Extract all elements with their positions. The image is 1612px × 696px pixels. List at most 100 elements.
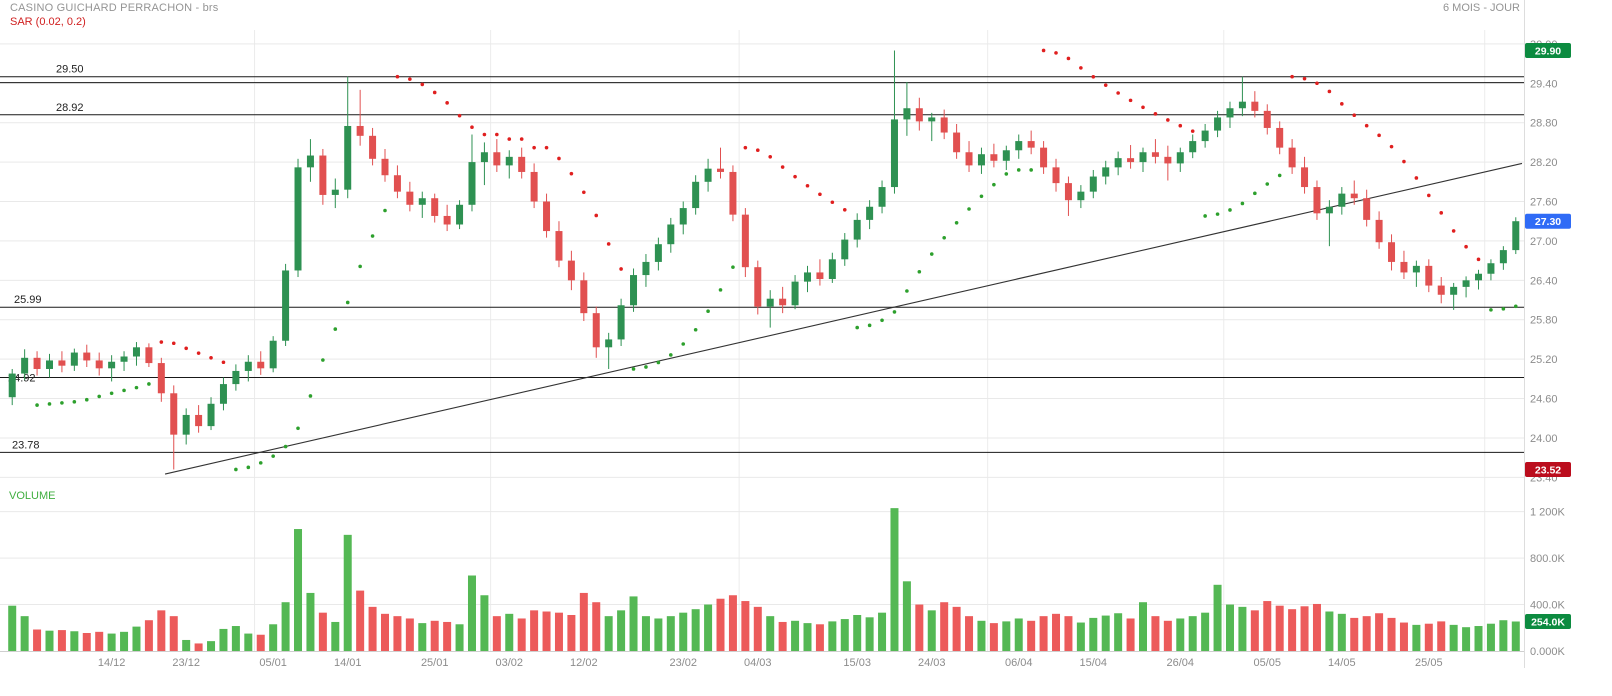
candle [555,221,563,268]
volume-bar [989,623,998,651]
svg-text:27.60: 27.60 [1530,197,1558,209]
volume-bar [45,630,54,651]
svg-text:800.0K: 800.0K [1530,553,1566,565]
volume-bars [8,508,1520,651]
candle [1263,104,1271,135]
volume-bar [1486,623,1495,651]
volume-bar [629,596,638,651]
candle [244,355,252,382]
candle [878,180,886,214]
candle [1301,156,1309,194]
candle [480,142,488,186]
period-high-badge: 29.90 [1525,42,1571,58]
volume-bar [492,616,501,651]
candle [1015,134,1023,159]
volume-bar [1424,623,1433,651]
candle [766,290,774,328]
candle [331,178,339,209]
svg-text:14/01: 14/01 [334,657,362,669]
volume-bar [641,616,650,651]
candle [803,265,811,293]
volume-label: VOLUME [9,490,56,502]
candle [219,377,227,411]
volume-bar [1337,613,1346,651]
volume-bar [1101,615,1110,651]
svg-text:25.20: 25.20 [1530,354,1558,366]
candle [157,357,165,402]
svg-text:26/04: 26/04 [1167,657,1195,669]
volume-bar [467,575,476,651]
candle [431,193,439,223]
candle [1425,259,1433,293]
volume-bar [418,623,427,651]
candles-layer [8,50,1520,470]
volume-bar [8,605,17,651]
candle [1487,259,1495,281]
candle [1276,121,1284,155]
candle [1499,246,1507,270]
volume-bar [57,630,66,651]
volume-bar [294,529,303,651]
volume-bar [33,629,42,651]
volume-bar [1275,605,1284,651]
volume-bar [1250,610,1259,651]
volume-bar [716,598,725,651]
volume-bar [977,620,986,651]
candle [816,259,824,286]
candle [915,97,923,131]
volume-bar [430,620,439,651]
candle [493,139,501,172]
volume-bar [20,616,29,651]
volume-bar [1002,621,1011,651]
candle [369,127,377,166]
svg-text:14/05: 14/05 [1328,657,1356,669]
svg-text:27.30: 27.30 [1535,216,1561,228]
volume-bar [542,611,551,651]
svg-text:12/02: 12/02 [570,657,598,669]
svg-text:05/01: 05/01 [259,657,287,669]
volume-bar [455,624,464,651]
candle [530,163,538,209]
volume-bar [803,623,812,651]
svg-text:1 200K: 1 200K [1530,507,1566,519]
volume-bar [1437,621,1446,651]
volume-bar [207,641,216,651]
candle [21,349,29,381]
candle [605,332,613,369]
volume-bar [1288,609,1297,651]
price-gridlines [0,43,1524,478]
volume-bar [1362,616,1371,651]
volume-bar [480,595,489,651]
volume-bar [1462,627,1471,651]
chart-title: CASINO GUICHARD PERRACHON - brs [10,2,219,14]
candle [1189,134,1197,159]
volume-bar [666,616,675,651]
candle [306,139,314,182]
candle [592,306,600,358]
volume-bar [368,606,377,651]
volume-bar [1238,606,1247,651]
candle [1139,147,1147,172]
volume-bar [1213,584,1222,651]
svg-text:25/05: 25/05 [1415,657,1443,669]
candle [381,148,389,182]
candle [990,143,998,168]
candle [903,81,911,136]
volume-bar [1114,613,1123,651]
volume-bar [182,639,191,651]
svg-text:25.99: 25.99 [14,294,42,306]
chart-timeframe: 6 MOIS - JOUR [1442,2,1520,14]
volume-bar [1176,618,1185,651]
candle [1238,76,1246,117]
candle [977,147,985,174]
svg-text:05/05: 05/05 [1253,657,1281,669]
candle [1226,101,1234,128]
candle [132,342,140,366]
volume-bar [132,626,141,651]
svg-text:04/03: 04/03 [744,657,772,669]
candle [828,252,836,283]
volume-bar [1014,618,1023,651]
volume-bar [1151,616,1160,651]
